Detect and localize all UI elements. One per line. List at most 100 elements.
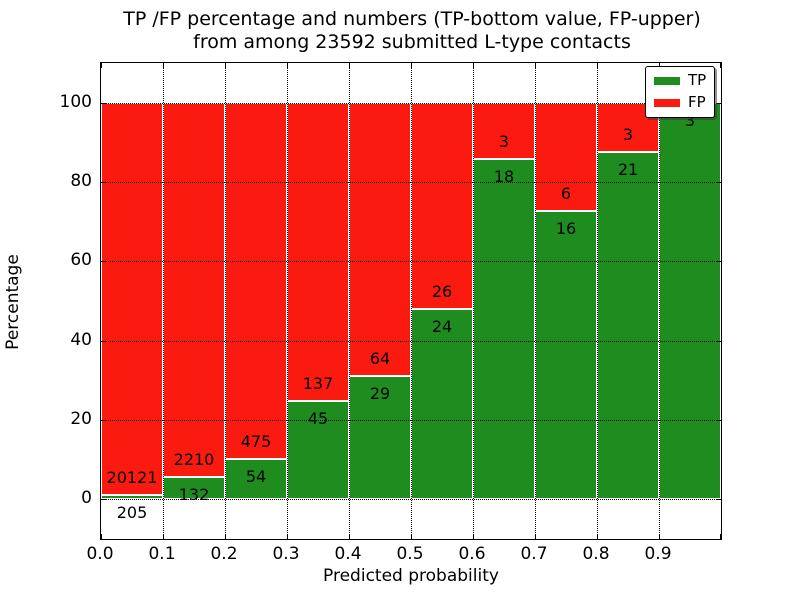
x-axis-tick [225, 534, 226, 539]
x-axis-tick [720, 534, 721, 539]
chart-title: TP /FP percentage and numbers (TP-bottom… [101, 8, 723, 54]
fp-count-label: 6 [560, 183, 572, 203]
fp-color-swatch [654, 98, 680, 107]
x-axis-tick [473, 534, 474, 539]
x-axis-tick [287, 63, 288, 68]
bar-segment-tp [287, 401, 349, 500]
bar-segment-fp [535, 102, 597, 211]
x-axis-label: Predicted probability [323, 566, 499, 586]
x-tick-label: 0.5 [396, 544, 424, 564]
tp-color-swatch [654, 76, 680, 85]
v-gridline [596, 63, 598, 539]
x-tick-label: 0.4 [334, 544, 362, 564]
v-gridline [410, 63, 412, 539]
tp-count-label: 29 [369, 383, 391, 403]
bar-segment-fp [411, 102, 473, 309]
fp-count-label: 137 [302, 374, 334, 394]
x-axis-tick [163, 63, 164, 68]
tp-count-label: 21 [617, 160, 639, 180]
y-axis-tick [716, 182, 721, 183]
y-axis-tick [716, 340, 721, 342]
fp-count-label: 475 [240, 431, 272, 451]
bar-segment-fp [349, 102, 411, 376]
y-tick-label: 80 [70, 171, 92, 191]
legend-label-fp: FP [688, 93, 706, 111]
legend-item-tp: TP [654, 73, 706, 88]
v-gridline [348, 63, 350, 539]
fp-count-label: 26 [431, 282, 453, 301]
x-tick-label: 0.2 [210, 544, 238, 564]
x-axis-tick [411, 534, 412, 539]
bar-segment-fp [163, 102, 225, 477]
y-tick-label: 60 [70, 250, 92, 271]
v-gridline [534, 63, 536, 539]
chart-title-line2: from among 23592 submitted L-type contac… [193, 31, 631, 53]
y-tick-label: 0 [81, 488, 92, 509]
fp-count-label: 2210 [173, 450, 215, 470]
x-axis-tick [535, 534, 536, 539]
v-gridline [224, 63, 226, 539]
plot-area: 20121 205 2210 132 475 54 137 45 64 29 26 24 3 18 6 16 3… [100, 62, 722, 540]
bar-segment-tp [597, 152, 659, 500]
tp-count-label: 54 [245, 466, 267, 486]
x-axis-tick [101, 63, 102, 68]
tp-count-label: 24 [431, 316, 453, 336]
legend-item-fp: FP [654, 95, 706, 110]
bar-segment-tp [535, 210, 597, 500]
bar-segment-tp [349, 375, 411, 500]
x-axis-tick [349, 63, 350, 68]
fp-count-label: 3 [498, 132, 510, 152]
v-gridline [286, 63, 288, 539]
x-axis-tick [163, 534, 164, 539]
x-tick-label: 0.7 [520, 544, 548, 564]
x-axis-tick [659, 63, 660, 68]
y-axis-label: Percentage [3, 254, 23, 350]
y-axis-tick [101, 340, 106, 342]
fp-count-label: 64 [369, 348, 391, 368]
bar-segment-fp [473, 102, 535, 160]
y-tick-label: 100 [59, 91, 92, 112]
x-axis-tick [535, 63, 536, 68]
bar-segment-fp [101, 102, 163, 496]
x-axis-tick [287, 534, 288, 539]
v-gridline [472, 63, 474, 539]
v-gridline [162, 63, 164, 539]
y-axis-tick [101, 499, 106, 501]
x-axis-tick [597, 534, 598, 539]
y-axis-tick [101, 102, 106, 104]
bar-segment-tp [659, 102, 721, 500]
fp-count-label: 20121 [106, 468, 158, 488]
x-axis-tick [411, 63, 412, 68]
legend-label-tp: TP [688, 71, 707, 89]
tp-count-label: 132 [178, 484, 210, 504]
x-axis-tick [720, 63, 721, 68]
x-tick-label: 0.6 [458, 544, 486, 564]
x-axis-tick [597, 63, 598, 68]
y-axis-tick [101, 261, 106, 263]
bar-segment-tp [473, 159, 535, 500]
y-axis-tick [716, 102, 721, 104]
fp-count-label: 3 [622, 125, 634, 145]
v-gridline [658, 63, 660, 539]
bar-segment-fp [225, 102, 287, 459]
tp-count-label: 205 [116, 503, 148, 523]
x-axis-tick [225, 63, 226, 68]
x-axis-tick [473, 63, 474, 68]
tp-count-label: 3 [684, 110, 696, 130]
legend: TP FP [645, 66, 715, 118]
tp-count-label: 18 [493, 167, 515, 187]
x-tick-label: 0.8 [582, 544, 610, 564]
bar-segment-fp [287, 102, 349, 402]
x-axis-tick [101, 534, 102, 539]
tp-count-label: 16 [555, 218, 577, 238]
y-tick-label: 20 [70, 409, 92, 429]
y-tick-label: 40 [70, 329, 92, 350]
chart-title-line1: TP /FP percentage and numbers (TP-bottom… [123, 8, 701, 30]
tp-count-label: 45 [307, 409, 329, 429]
x-tick-label: 0.1 [148, 544, 176, 564]
x-tick-label: 0.0 [86, 544, 114, 564]
y-axis-tick [716, 499, 721, 501]
y-axis-tick [716, 261, 721, 263]
y-axis-tick [101, 182, 106, 183]
